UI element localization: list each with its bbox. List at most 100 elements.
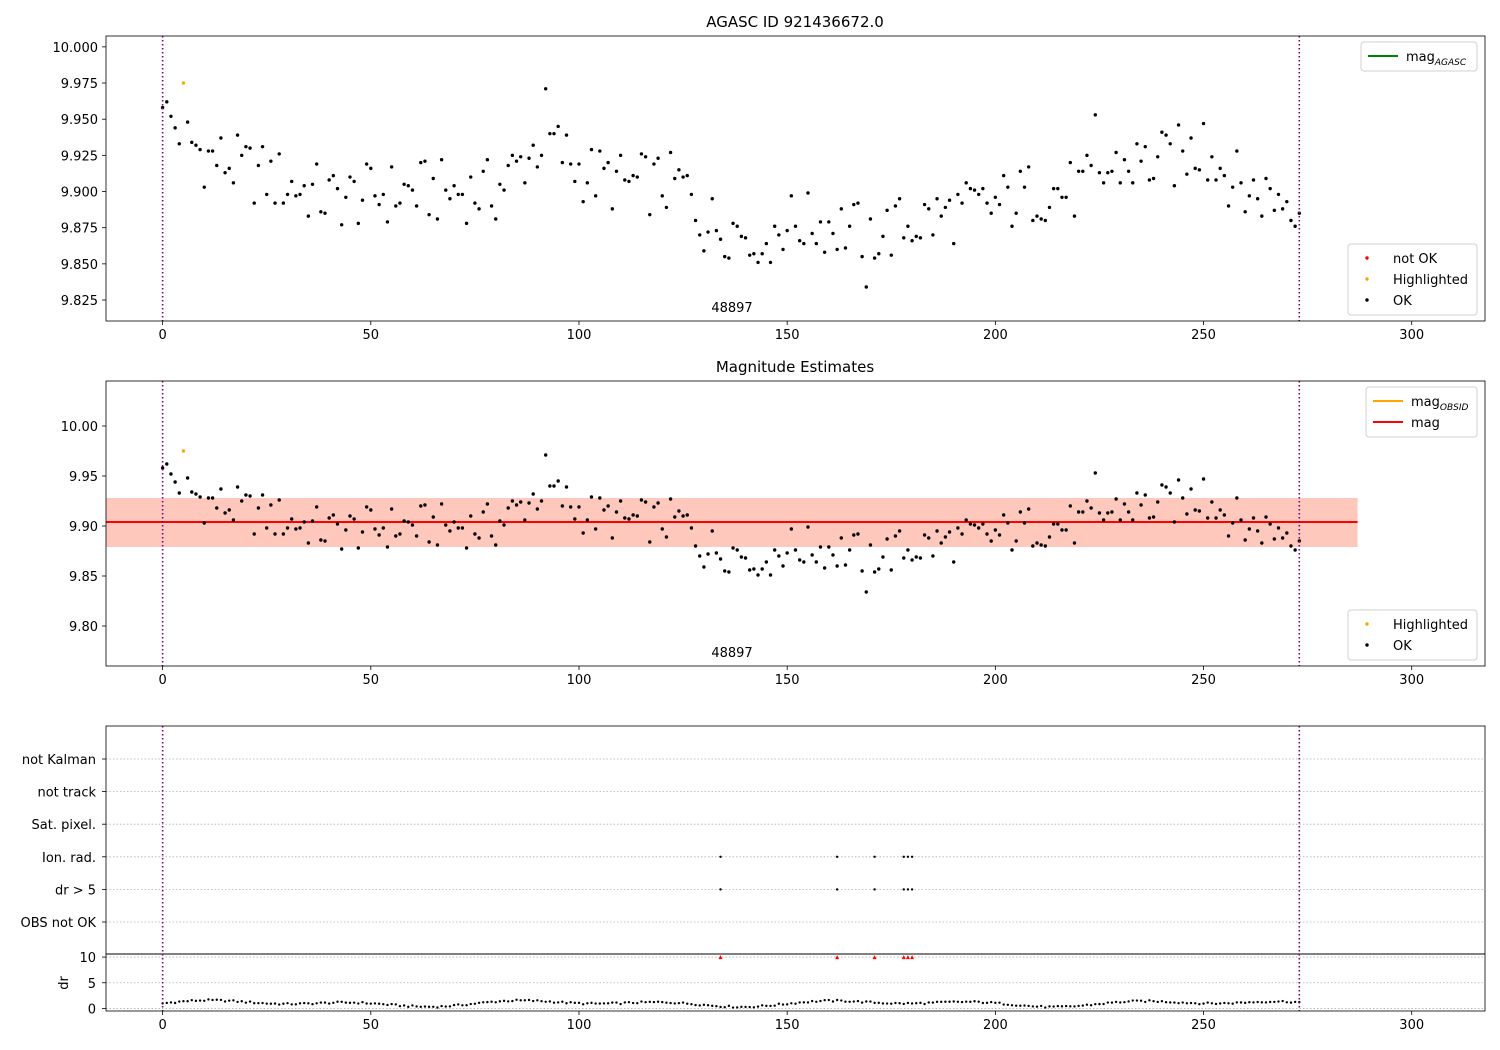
ok-point [1222, 173, 1227, 178]
ok-point [702, 249, 706, 253]
ok-point [910, 558, 914, 562]
dr-point [894, 1001, 897, 1005]
dr-point [698, 1004, 701, 1007]
ok-point [1189, 136, 1193, 140]
ok-point [698, 554, 702, 558]
ok-point [747, 253, 752, 257]
ok-point [589, 147, 594, 152]
ok-point [943, 535, 948, 539]
ok-point [1189, 487, 1193, 491]
ok-point [210, 149, 215, 153]
dr-point [340, 1000, 343, 1004]
dr-point [627, 1000, 631, 1004]
dr-point [640, 1000, 643, 1003]
ok-point [539, 153, 544, 158]
ok-point [356, 546, 361, 550]
ok-point [664, 535, 669, 539]
dr-point [457, 1003, 460, 1006]
dr-point [186, 1000, 189, 1003]
dr-point [1281, 999, 1284, 1003]
ok-point [935, 529, 939, 533]
dr-point [1027, 1004, 1030, 1008]
dr-point [373, 1002, 377, 1005]
dr-point [586, 1002, 589, 1005]
ok-point [1214, 516, 1218, 520]
ok-point [564, 485, 569, 489]
flag-row-label: dr > 5 [55, 883, 96, 898]
highlighted-point [181, 81, 186, 85]
ok-point [864, 590, 868, 594]
ok-point [294, 194, 298, 198]
ok-point [793, 548, 798, 552]
ok-point [1210, 155, 1214, 159]
ok-point [427, 540, 431, 544]
dr-point [511, 999, 514, 1003]
ok-point [1068, 160, 1073, 165]
ok-point [997, 533, 1002, 537]
dr-point [394, 1003, 397, 1006]
ok-point [964, 181, 968, 185]
ok-point [198, 147, 202, 152]
dr-point [740, 1005, 743, 1009]
ok-point [431, 176, 435, 181]
ok-point [319, 538, 323, 542]
ok-point [1118, 181, 1122, 185]
dr-point [956, 1000, 960, 1004]
ok-point [989, 211, 993, 215]
ok-point [331, 513, 336, 517]
dr-point [931, 1001, 935, 1004]
dr-point [1089, 1004, 1093, 1007]
ok-point [1056, 522, 1060, 526]
ok-point [1047, 205, 1052, 210]
dr-point [969, 1000, 972, 1004]
ok-point [1051, 186, 1056, 191]
dr-point [590, 1001, 593, 1005]
ok-point [710, 197, 714, 201]
ok-point [352, 517, 356, 521]
ok-point [1168, 142, 1172, 146]
ok-point [1247, 527, 1252, 531]
ok-point [548, 131, 552, 136]
ok-point [1206, 178, 1210, 182]
ok-point [452, 520, 456, 524]
ok-point [518, 155, 523, 159]
flag-marker [910, 855, 914, 858]
dr-point [1243, 1001, 1247, 1005]
ok-point [215, 163, 219, 168]
dr-point [1189, 1001, 1193, 1005]
ok-point [952, 241, 956, 246]
x-tick-label: 100 [567, 328, 592, 343]
dr-point [436, 1006, 439, 1009]
ok-point [1101, 518, 1106, 522]
dr-point [977, 1000, 980, 1003]
dr-point [432, 1005, 435, 1008]
dr-point [282, 1002, 285, 1005]
ok-point [639, 152, 644, 156]
ok-point [985, 201, 989, 205]
ok-point [219, 136, 223, 140]
dr-point [1256, 1000, 1259, 1004]
x-tick-label: 0 [158, 673, 166, 688]
ok-point [306, 214, 311, 218]
ok-point [797, 558, 802, 562]
dr-point [1252, 1001, 1255, 1004]
ok-point [240, 153, 244, 158]
ok-point [464, 221, 469, 226]
ok-point [298, 526, 302, 530]
ok-point [344, 528, 348, 532]
ok-point [910, 239, 914, 243]
ok-point [414, 204, 419, 208]
dr-point [781, 1003, 785, 1006]
ok-point [714, 228, 719, 233]
ok-point [1064, 528, 1068, 532]
ok-point [668, 150, 673, 155]
dr-point [602, 1002, 606, 1005]
y-tick-label: 9.90 [69, 520, 98, 535]
ok-point [494, 543, 498, 547]
ok-point [598, 149, 602, 153]
ok-point [527, 501, 531, 505]
ok-point [702, 565, 706, 569]
dr-point [523, 999, 527, 1002]
ok-point [1072, 214, 1077, 218]
ok-point [781, 247, 785, 252]
